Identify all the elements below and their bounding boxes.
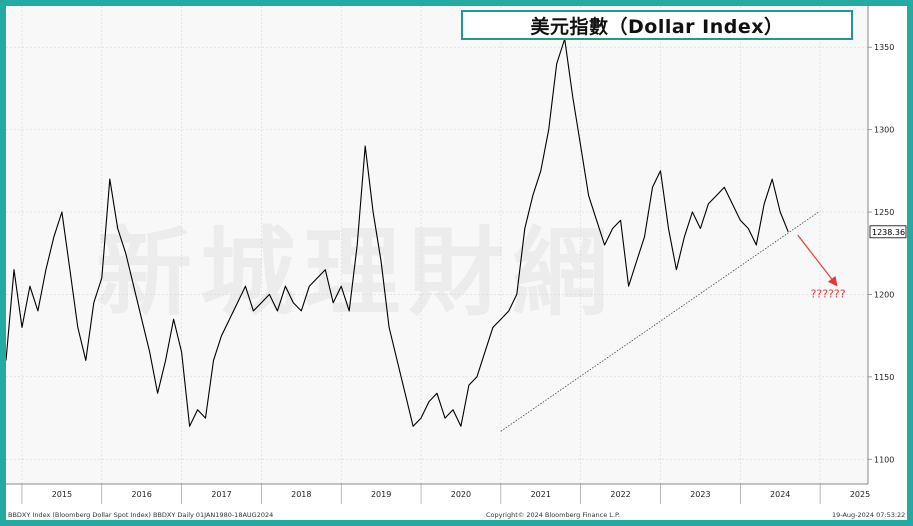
y-tick-labels: 1100 1150 1200 1250 1300 1350 xyxy=(868,43,894,464)
projection-annotation: ?????? xyxy=(811,288,846,301)
y-tick-label: 1350 xyxy=(874,43,894,52)
watermark-text: 新城理財網 xyxy=(96,217,616,329)
x-tick-label: 2019 xyxy=(371,490,391,499)
last-value-box xyxy=(869,225,907,239)
x-tick-label: 2022 xyxy=(610,490,630,499)
trendline xyxy=(500,211,819,432)
y-tick-label: 1250 xyxy=(874,208,894,217)
x-tick-label: 2023 xyxy=(690,490,710,499)
last-value-label: 1238.36 xyxy=(872,228,905,237)
chart-title: 美元指數（Dollar Index） xyxy=(461,10,853,40)
x-tick-labels: 2015 2016 2017 2018 2019 2020 2021 2022 2023 2024… xyxy=(21,484,870,504)
chart-frame: 新城理財網 ?????? 1100 1150 1200 1250 1300 1350 20… xyxy=(6,6,907,520)
x-tick-label: 2024 xyxy=(770,490,790,499)
footer-copyright: Copyright© 2024 Bloomberg Finance L.P. xyxy=(486,511,620,519)
dollar-index-chart: 新城理財網 ?????? 1100 1150 1200 1250 1300 1350 20… xyxy=(6,6,907,519)
footer-timestamp: 19-Aug-2024 07:53:22 xyxy=(832,511,905,519)
x-tick-label: 2025 xyxy=(850,490,870,499)
series-group xyxy=(6,38,789,427)
x-tick-label: 2016 xyxy=(132,490,152,499)
last-value-marker: 1238.36 xyxy=(869,225,907,239)
footer-source: BBDXY Index (Bloomberg Dollar Spot Index… xyxy=(8,511,273,519)
y-tick-label: 1150 xyxy=(874,373,894,382)
y-tick-label: 1300 xyxy=(874,126,894,135)
x-tick-label: 2020 xyxy=(451,490,471,499)
y-tick-label: 1100 xyxy=(874,455,894,464)
x-tick-label: 2021 xyxy=(531,490,551,499)
overlay-group: ?????? xyxy=(500,211,846,432)
x-tick-label: 2017 xyxy=(211,490,231,499)
x-tick-label: 2018 xyxy=(291,490,311,499)
x-tick-label: 2015 xyxy=(52,490,72,499)
projection-arrow xyxy=(797,234,838,287)
plot-area xyxy=(6,6,868,484)
y-tick-label: 1200 xyxy=(874,290,894,299)
series-line xyxy=(6,38,789,427)
